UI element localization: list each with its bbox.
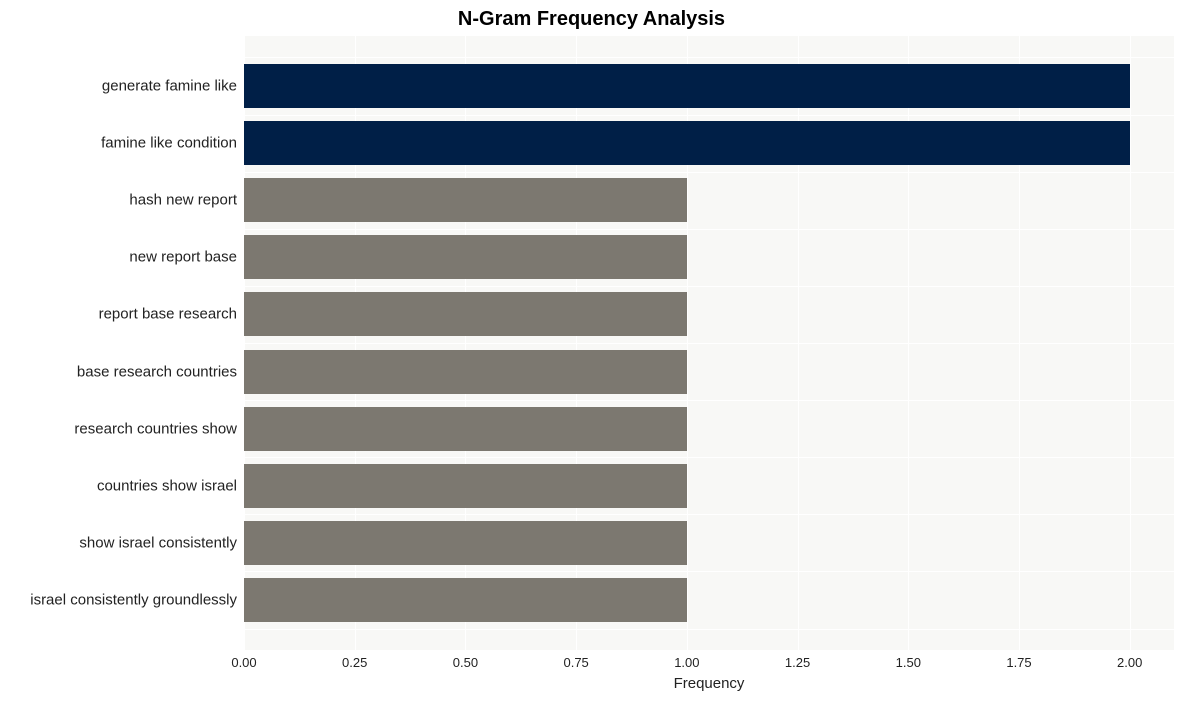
y-category-label: new report base <box>7 250 237 265</box>
x-tick-label: 0.00 <box>231 655 256 670</box>
grid-line-horizontal <box>244 172 1174 173</box>
bar <box>244 121 1130 165</box>
bar <box>244 350 687 394</box>
y-category-label: famine like condition <box>7 136 237 151</box>
grid-line-horizontal <box>244 343 1174 344</box>
x-tick-label: 1.75 <box>1006 655 1031 670</box>
x-tick-label: 1.00 <box>674 655 699 670</box>
bar <box>244 407 687 451</box>
chart-title: N-Gram Frequency Analysis <box>0 8 1183 31</box>
grid-line-horizontal <box>244 571 1174 572</box>
y-category-label: hash new report <box>7 193 237 208</box>
bar <box>244 464 687 508</box>
x-tick-label: 1.25 <box>785 655 810 670</box>
bar <box>244 178 687 222</box>
plot-area <box>244 36 1174 650</box>
bar <box>244 292 687 336</box>
x-axis-label: Frequency <box>244 675 1174 692</box>
y-category-label: research countries show <box>7 421 237 436</box>
bar <box>244 235 687 279</box>
y-category-label: show israel consistently <box>7 535 237 550</box>
grid-line-horizontal <box>244 457 1174 458</box>
grid-line-horizontal <box>244 115 1174 116</box>
bar <box>244 521 687 565</box>
grid-line-horizontal <box>244 57 1174 58</box>
grid-line-horizontal <box>244 629 1174 630</box>
x-tick-label: 1.50 <box>896 655 921 670</box>
x-tick-label: 0.75 <box>563 655 588 670</box>
bar <box>244 64 1130 108</box>
grid-line-horizontal <box>244 229 1174 230</box>
grid-line-horizontal <box>244 514 1174 515</box>
x-tick-label: 0.50 <box>453 655 478 670</box>
x-tick-label: 2.00 <box>1117 655 1142 670</box>
y-category-label: countries show israel <box>7 478 237 493</box>
grid-line-horizontal <box>244 400 1174 401</box>
bar <box>244 578 687 622</box>
y-category-label: generate famine like <box>7 78 237 93</box>
y-category-label: base research countries <box>7 364 237 379</box>
grid-line-horizontal <box>244 286 1174 287</box>
y-category-label: israel consistently groundlessly <box>7 593 237 608</box>
x-tick-label: 0.25 <box>342 655 367 670</box>
y-category-label: report base research <box>7 307 237 322</box>
